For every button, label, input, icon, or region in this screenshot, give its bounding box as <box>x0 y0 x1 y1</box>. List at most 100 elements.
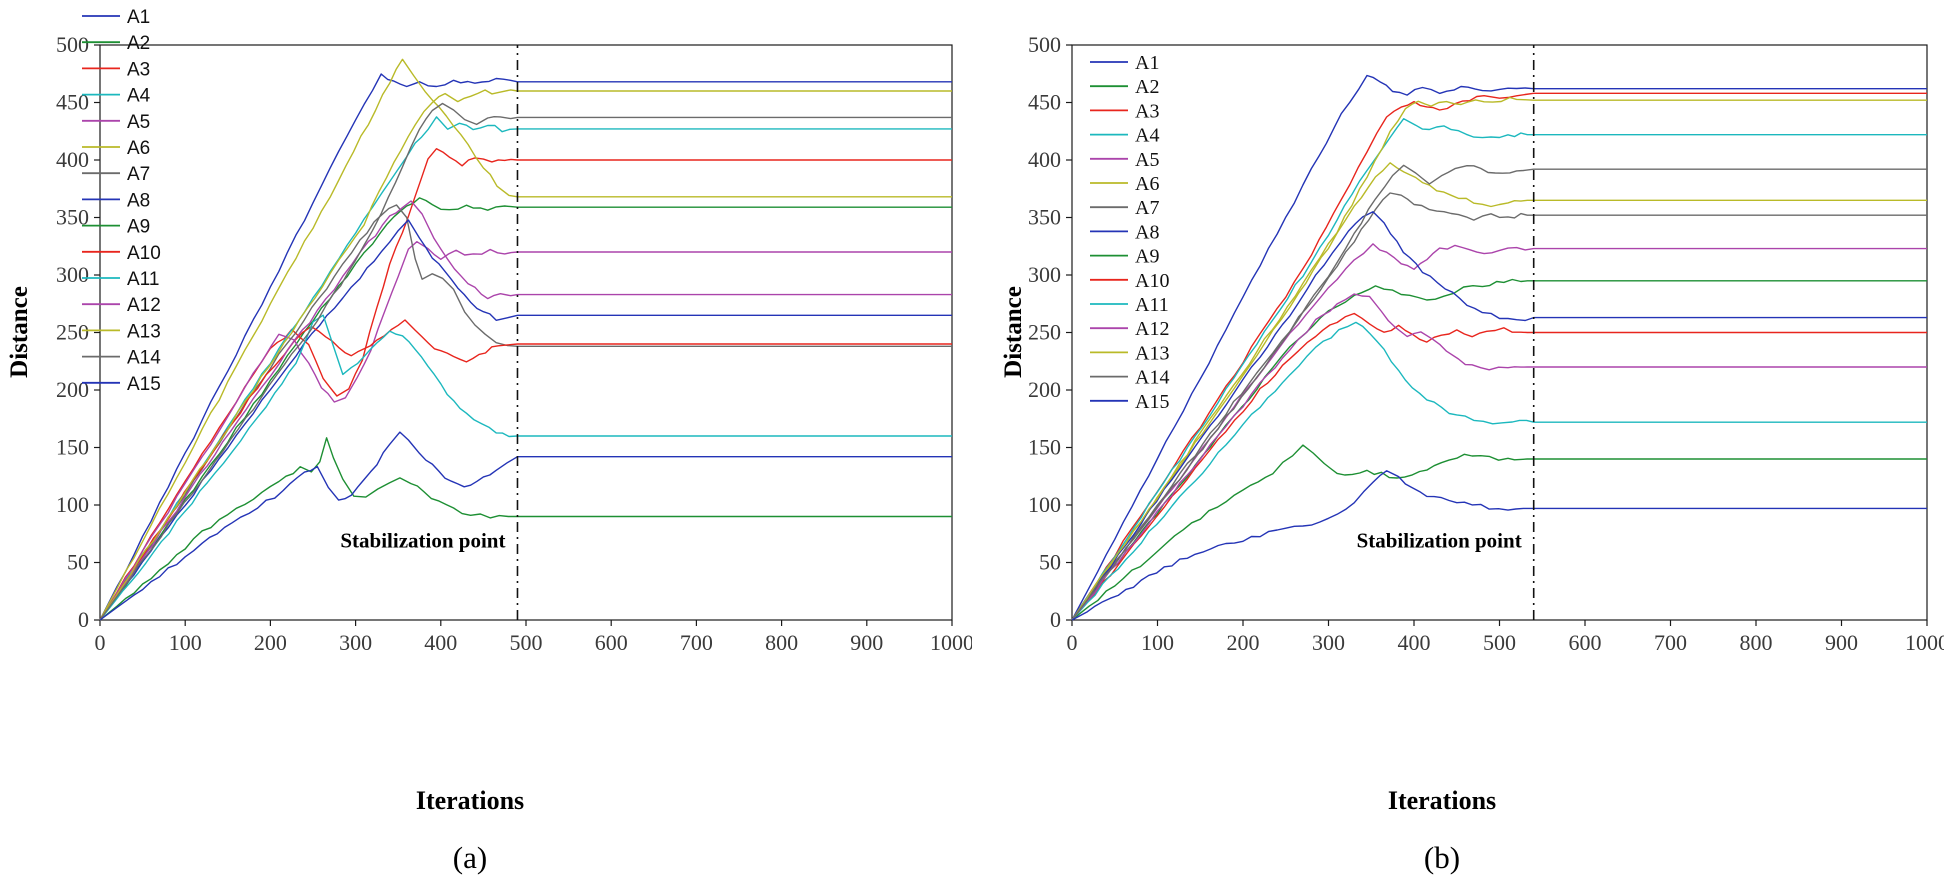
y-tick-label: 300 <box>1028 262 1061 287</box>
legend-label-A9: A9 <box>1135 246 1159 268</box>
x-tick-label: 900 <box>850 630 883 655</box>
series-line-A10 <box>1071 312 1927 621</box>
y-tick-label: 450 <box>56 90 89 115</box>
y-tick-label: 200 <box>56 377 89 402</box>
x-tick-label: 600 <box>595 630 628 655</box>
series-line-A6 <box>99 58 952 621</box>
plot-box <box>99 44 953 621</box>
series-line-A10 <box>99 319 952 621</box>
chart-a-plot: 0 100 200 300 400 500 600 700 800 900 1000 0 50 100 15… <box>56 7 972 655</box>
series-line-A1 <box>99 73 952 621</box>
series-line-A8 <box>1071 211 1927 621</box>
series-line-A15 <box>99 431 952 621</box>
x-tick-label: 1000 <box>930 630 972 655</box>
series-line-A5 <box>99 240 952 621</box>
y-tick-label: 350 <box>1028 205 1061 230</box>
legend-label-A7: A7 <box>127 164 150 185</box>
legend-label-A6: A6 <box>1135 173 1159 195</box>
legend-label-A6: A6 <box>127 138 150 159</box>
y-tick-label: 150 <box>56 435 89 460</box>
legend-label-A11: A11 <box>127 269 159 290</box>
series-line-A14 <box>99 102 952 621</box>
series-line-A12 <box>99 200 952 621</box>
x-tick-label: 200 <box>254 630 287 655</box>
x-tick-label: 500 <box>510 630 543 655</box>
y-tick-label: 200 <box>1028 377 1061 402</box>
legend-label-A1: A1 <box>1135 52 1159 74</box>
legend-label-A5: A5 <box>1135 149 1159 171</box>
series-line-A13 <box>1071 96 1927 621</box>
y-tick-label: 0 <box>78 607 89 632</box>
legend-label-A12: A12 <box>127 295 161 316</box>
x-tick-label: 100 <box>169 630 202 655</box>
legend-label-A1: A1 <box>127 7 150 28</box>
y-tick-label: 500 <box>1028 32 1061 57</box>
y-tick-label: 250 <box>56 320 89 345</box>
x-axis-label-a: Iterations <box>415 786 525 815</box>
legend-label-A15: A15 <box>127 374 161 395</box>
series-line-A11 <box>1071 321 1927 621</box>
y-tick-label: 300 <box>56 262 89 287</box>
series-line-A12 <box>1071 293 1927 621</box>
x-tick-label: 100 <box>1141 630 1174 655</box>
legend-label-A9: A9 <box>127 217 150 238</box>
chart-b-plot: 0 100 200 300 400 500 600 700 800 900 1000 0 50 100 15… <box>1028 32 1944 655</box>
x-tick-label: 800 <box>1740 630 1773 655</box>
legend-label-A12: A12 <box>1135 318 1169 340</box>
series-line-A3 <box>1071 92 1927 621</box>
series-line-A4 <box>99 116 952 621</box>
y-tick-label: 400 <box>1028 147 1061 172</box>
y-tick-label: 0 <box>1050 607 1061 632</box>
x-tick-label: 300 <box>339 630 372 655</box>
y-tick-label: 450 <box>1028 90 1061 115</box>
series-line-A7 <box>99 204 952 621</box>
y-tick-label: 100 <box>1028 492 1061 517</box>
x-tick-label: 700 <box>1654 630 1687 655</box>
legend-label-A13: A13 <box>1135 342 1169 364</box>
legend-label-A8: A8 <box>127 190 150 211</box>
legend-label-A13: A13 <box>127 321 161 342</box>
series-line-A9 <box>99 437 952 621</box>
legend-label-A4: A4 <box>127 86 151 107</box>
x-tick-label: 400 <box>1398 630 1431 655</box>
subfigure-caption-a: (a) <box>452 840 488 875</box>
x-tick-label: 400 <box>424 630 457 655</box>
series-line-A15 <box>1071 470 1927 621</box>
legend-label-A3: A3 <box>127 59 150 80</box>
legend-label-A14: A14 <box>127 348 161 369</box>
x-tick-label: 300 <box>1312 630 1345 655</box>
chart-panel-a: 0 100 200 300 400 500 600 700 800 900 1000 0 50 100 15… <box>6 7 972 875</box>
y-tick-label: 150 <box>1028 435 1061 460</box>
series-line-A2 <box>99 197 952 621</box>
x-tick-label: 200 <box>1227 630 1260 655</box>
series-line-A1 <box>1071 74 1927 621</box>
legend-label-A15: A15 <box>1135 391 1169 413</box>
x-tick-label: 600 <box>1569 630 1602 655</box>
legend-label-A8: A8 <box>1135 221 1159 243</box>
y-tick-label: 50 <box>67 550 89 575</box>
y-tick-label: 50 <box>1039 550 1061 575</box>
legend-label-A14: A14 <box>1135 367 1169 389</box>
legend-label-A4: A4 <box>1135 125 1159 147</box>
x-tick-label: 1000 <box>1905 630 1944 655</box>
x-axis-label-b: Iterations <box>1387 786 1497 815</box>
series-line-A13 <box>99 89 952 621</box>
x-tick-label: 900 <box>1825 630 1858 655</box>
legend-label-A3: A3 <box>1135 100 1159 122</box>
y-tick-label: 250 <box>1028 320 1061 345</box>
x-tick-label: 0 <box>95 630 106 655</box>
y-tick-label: 500 <box>56 32 89 57</box>
legend-label-A2: A2 <box>127 33 150 54</box>
legend-label-A10: A10 <box>127 243 161 264</box>
series-line-A8 <box>99 219 952 621</box>
x-tick-label: 0 <box>1067 630 1078 655</box>
series-line-A14 <box>1071 164 1927 621</box>
legend-label-A11: A11 <box>1135 294 1169 316</box>
legend-label-A5: A5 <box>127 112 150 133</box>
series-line-A6 <box>1071 162 1927 621</box>
legend-label-A2: A2 <box>1135 76 1159 98</box>
stabilization-label: Stabilization point <box>340 529 505 553</box>
subfigure-caption-b: (b) <box>1423 840 1461 875</box>
y-axis-label-a: Distance <box>6 286 33 378</box>
